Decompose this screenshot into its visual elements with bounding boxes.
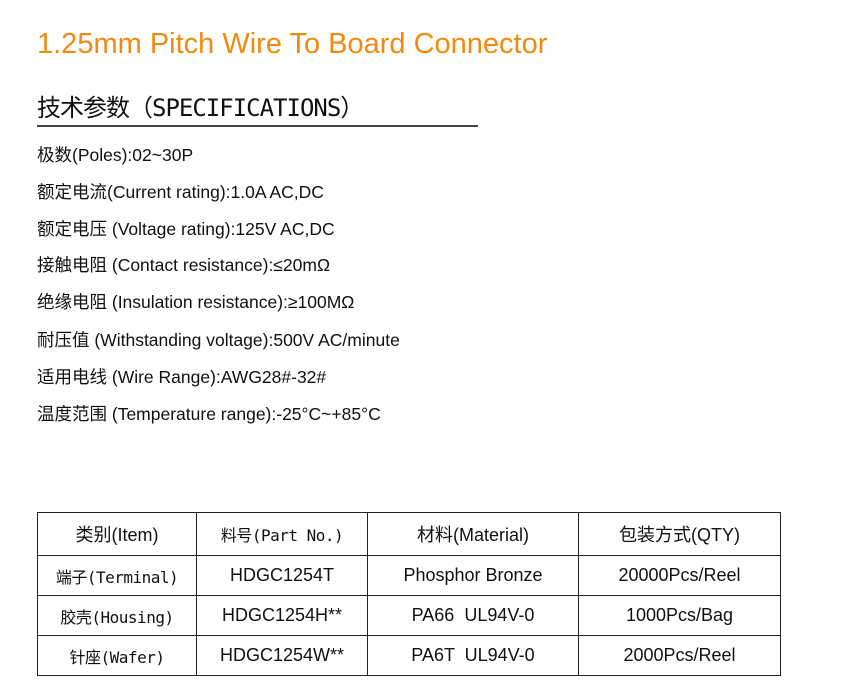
- spec-voltage-rating: 额定电压 (Voltage rating):125V AC,DC: [37, 219, 335, 239]
- cell-material: PA6T UL94V-0: [367, 635, 579, 676]
- spec-temperature-range: 温度范围 (Temperature range):-25°C~+85°C: [37, 404, 381, 424]
- header-part-no: 料号(Part No.): [196, 512, 368, 556]
- spec-poles: 极数(Poles):02~30P: [37, 145, 194, 165]
- cell-item: 端子(Terminal): [37, 555, 197, 596]
- table-row: 胶壳(Housing) HDGC1254H** PA66 UL94V-0 100…: [37, 595, 781, 636]
- cell-part-no: HDGC1254W**: [196, 635, 368, 676]
- table-row: 端子(Terminal) HDGC1254T Phosphor Bronze 2…: [37, 555, 781, 596]
- spec-withstanding-voltage: 耐压值 (Withstanding voltage):500V AC/minut…: [37, 330, 400, 350]
- spec-contact-resistance: 接触电阻 (Contact resistance):≤20mΩ: [37, 255, 331, 275]
- table-header-row: 类别(Item) 料号(Part No.) 材料(Material) 包装方式(…: [37, 512, 781, 556]
- parts-table: 类别(Item) 料号(Part No.) 材料(Material) 包装方式(…: [37, 512, 781, 676]
- specifications-heading: 技术参数（SPECIFICATIONS）: [37, 88, 478, 127]
- page-title: 1.25mm Pitch Wire To Board Connector: [37, 28, 548, 60]
- spec-current-rating: 额定电流(Current rating):1.0A AC,DC: [37, 182, 324, 202]
- cell-qty: 1000Pcs/Bag: [578, 595, 781, 636]
- cell-part-no: HDGC1254H**: [196, 595, 368, 636]
- cell-material: Phosphor Bronze: [367, 555, 579, 596]
- cell-item: 胶壳(Housing): [37, 595, 197, 636]
- cell-qty: 2000Pcs/Reel: [578, 635, 781, 676]
- header-qty: 包装方式(QTY): [578, 512, 781, 556]
- cell-part-no: HDGC1254T: [196, 555, 368, 596]
- cell-material: PA66 UL94V-0: [367, 595, 579, 636]
- cell-item: 针座(Wafer): [37, 635, 197, 676]
- spec-insulation-resistance: 绝缘电阻 (Insulation resistance):≥100MΩ: [37, 292, 355, 312]
- header-material: 材料(Material): [367, 512, 579, 556]
- spec-wire-range: 适用电线 (Wire Range):AWG28#-32#: [37, 367, 327, 387]
- table-row: 针座(Wafer) HDGC1254W** PA6T UL94V-0 2000P…: [37, 635, 781, 676]
- cell-qty: 20000Pcs/Reel: [578, 555, 781, 596]
- header-item: 类别(Item): [37, 512, 197, 556]
